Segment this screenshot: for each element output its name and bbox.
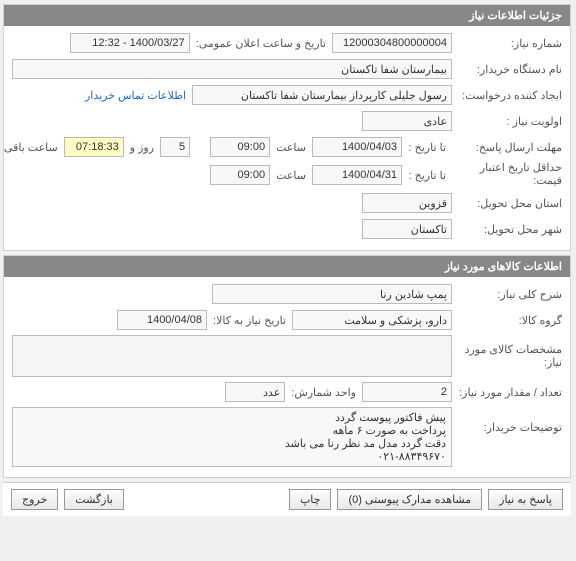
buyer-org-label: نام دستگاه خریدار: [453,63,563,76]
deadline-label: مهلت ارسال پاسخ: [453,141,563,154]
panel2-header: اطلاعات کالاهای مورد نیاز [5,256,571,277]
row-city: شهر محل تحویل: [13,218,563,240]
need-no-field[interactable] [333,33,453,53]
btn-group-right: بازگشت خروج [12,489,125,510]
qty-field[interactable] [363,382,453,402]
desc-field[interactable] [213,284,453,304]
deadline-date-field[interactable] [313,137,403,157]
pub-date-field[interactable] [71,33,191,53]
buyer-org-field[interactable] [13,59,453,79]
province-label: استان محل تحویل: [453,197,563,210]
row-notes: توضیحات خریدار: پیش فاکتور پیوست گردد پر… [13,407,563,467]
print-button[interactable]: چاپ [290,489,333,510]
back-button[interactable]: بازگشت [65,489,125,510]
spec-label: مشخصات کالای مورد نیاز: [453,343,563,369]
btn-group-left: پاسخ به نیاز مشاهده مدارک پیوستی (0) چاپ [290,489,564,510]
group-label: گروه کالا: [453,314,563,327]
validity-label-line1: حداقل تاریخ اعتبار [481,162,563,174]
notes-label: توضیحات خریدار: [453,407,563,434]
row-province: استان محل تحویل: [13,192,563,214]
time-label-2: ساعت [271,169,313,182]
unit-field[interactable] [226,382,286,402]
validity-date-field[interactable] [313,165,403,185]
days-label: روز و [125,141,161,154]
panel1-body: شماره نیاز: تاریخ و ساعت اعلان عمومی: نا… [5,26,571,250]
desc-label: شرح کلی نیاز: [453,288,563,301]
priority-field[interactable] [363,111,453,131]
creator-field[interactable] [193,85,453,105]
need-details-panel: جزئیات اطلاعات نیاز شماره نیاز: تاریخ و … [4,4,572,251]
row-creator: ایجاد کننده درخواست: اطلاعات تماس خریدار [13,84,563,106]
unit-label: واحد شمارش: [286,386,363,399]
panel1-header: جزئیات اطلاعات نیاز [5,5,571,26]
row-priority: اولویت نیاز : [13,110,563,132]
goods-info-panel: اطلاعات کالاهای مورد نیاز شرح کلی نیاز: … [4,255,572,478]
city-field[interactable] [363,219,453,239]
days-field[interactable] [161,137,191,157]
reply-button[interactable]: پاسخ به نیاز [489,489,564,510]
need-no-label: شماره نیاز: [453,37,563,50]
row-desc: شرح کلی نیاز: [13,283,563,305]
group-field[interactable] [293,310,453,330]
bottom-bar: پاسخ به نیاز مشاهده مدارک پیوستی (0) چاپ… [4,482,572,516]
panel2-body: شرح کلی نیاز: گروه کالا: تاریخ نیاز به ک… [5,277,571,477]
to-date-label: تا تاریخ : [403,141,453,154]
notes-textarea[interactable]: پیش فاکتور پیوست گردد پرداخت به صورت ۶ م… [13,407,453,467]
spec-textarea[interactable] [13,335,453,377]
creator-label: ایجاد کننده درخواست: [453,89,563,102]
row-need-no: شماره نیاز: تاریخ و ساعت اعلان عمومی: [13,32,563,54]
validity-time-field[interactable] [211,165,271,185]
remaining-label: ساعت باقی مانده [0,141,65,154]
attachments-button[interactable]: مشاهده مدارک پیوستی (0) [338,489,483,510]
qty-label: تعداد / مقدار مورد نیاز: [453,386,563,399]
exit-button[interactable]: خروج [12,489,59,510]
need-date-field[interactable] [118,310,208,330]
contact-link[interactable]: اطلاعات تماس خریدار [86,89,187,102]
row-buyer-org: نام دستگاه خریدار: [13,58,563,80]
validity-label-line2: قیمت: [534,175,563,187]
row-validity: حداقل تاریخ اعتبار قیمت: تا تاریخ : ساعت [13,162,563,188]
row-spec: مشخصات کالای مورد نیاز: [13,335,563,377]
row-qty: تعداد / مقدار مورد نیاز: واحد شمارش: [13,381,563,403]
remaining-time-field[interactable] [65,137,125,157]
validity-label: حداقل تاریخ اعتبار قیمت: [453,162,563,188]
pub-date-label: تاریخ و ساعت اعلان عمومی: [191,37,333,50]
row-deadline: مهلت ارسال پاسخ: تا تاریخ : ساعت روز و س… [13,136,563,158]
city-label: شهر محل تحویل: [453,223,563,236]
need-date-label: تاریخ نیاز به کالا: [208,314,293,327]
deadline-time-field[interactable] [211,137,271,157]
priority-label: اولویت نیاز : [453,115,563,128]
time-label-1: ساعت [271,141,313,154]
to-date-label-2: تا تاریخ : [403,169,453,182]
province-field[interactable] [363,193,453,213]
row-group: گروه کالا: تاریخ نیاز به کالا: [13,309,563,331]
